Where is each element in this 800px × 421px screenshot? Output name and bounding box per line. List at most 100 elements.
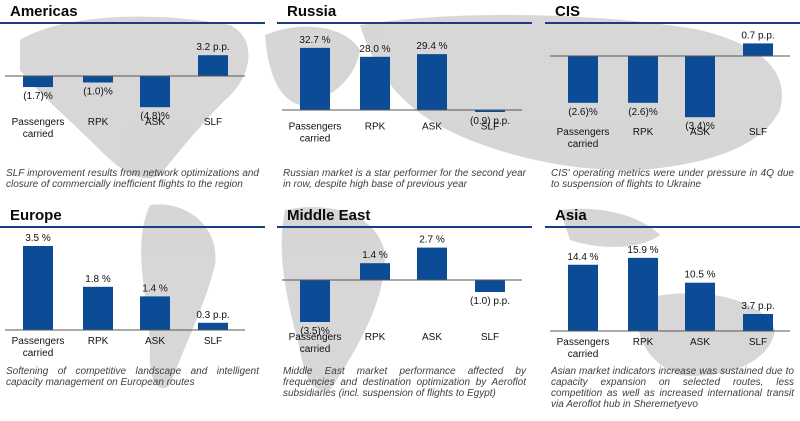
bar [475, 280, 505, 292]
bar [198, 55, 228, 76]
data-label: 2.7 % [419, 235, 445, 246]
data-label: 3.2 p.p. [196, 42, 229, 53]
data-label: 14.4 % [567, 252, 598, 263]
panel-title: Americas [10, 3, 78, 20]
category-label: SLF [749, 337, 767, 348]
bar [300, 280, 330, 322]
bar [568, 56, 598, 103]
panel-asia: Asia 14.4 % Passengers carried 15.9 % RPK 10.… [545, 204, 800, 421]
bar-chart: (1.7)% Passengers carried (1.0)% RPK (4.8)%AS… [5, 42, 245, 140]
category-label: ASK [145, 117, 165, 128]
data-label: (1.0) p.p. [470, 296, 510, 307]
bar [685, 282, 715, 331]
bar [743, 43, 773, 56]
panel-title: Asia [555, 207, 587, 224]
category-label: SLF [204, 117, 222, 128]
bar-chart: (2.6)% Passengers carried (2.6)% RPK (3.4)%AS… [550, 30, 790, 150]
data-label: 0.7 p.p. [741, 30, 774, 41]
panel-caption: Middle East market performance affected … [283, 366, 526, 399]
category-label: RPK [88, 117, 109, 128]
south-america-shape [141, 204, 216, 389]
panel-rule [277, 22, 532, 24]
data-label: 1.8 % [85, 274, 111, 285]
panel-rule [545, 226, 800, 228]
category-label: RPK [365, 332, 386, 343]
category-label: Passengers carried [289, 122, 342, 145]
bar [417, 247, 447, 280]
category-label: ASK [145, 336, 165, 347]
africa-shape [281, 207, 385, 391]
category-label: ASK [690, 127, 710, 138]
panel-caption: CIS' operating metrics were under pressu… [551, 168, 794, 190]
bar [23, 246, 53, 330]
bar [360, 56, 390, 110]
bar-chart: (3.5)%Passengers carried 1.4 % RPK 2.7 % ASK (… [282, 235, 522, 355]
data-label: (2.6)% [628, 107, 658, 118]
data-label: 32.7 % [299, 35, 330, 46]
bar [685, 56, 715, 118]
data-label: (3.4)% [685, 121, 715, 132]
panel-cis: CIS (2.6)% Passengers carried (2.6)% RPK (3.4… [545, 0, 800, 204]
panel-rule [545, 22, 800, 24]
category-label: SLF [481, 122, 499, 133]
panel-title: CIS [555, 3, 581, 20]
category-label: RPK [88, 336, 109, 347]
panel-title: Russia [287, 3, 337, 20]
panel-middle-east: Middle East (3.5)% Passengers carried 1.4 %… [277, 204, 532, 421]
bar-chart: 32.7 % Passengers carried 28.0 % RPK 29.4 % AS… [282, 35, 522, 145]
data-label: (3.5)% [300, 326, 330, 337]
data-label: 1.4 % [142, 283, 168, 294]
category-label: Passengers carried [557, 127, 610, 150]
panel-rule [0, 22, 265, 24]
bar [417, 54, 447, 110]
panel-rule [277, 226, 532, 228]
category-label: RPK [633, 127, 654, 138]
data-label: 0.3 p.p. [196, 310, 229, 321]
category-label: Passengers carried [289, 332, 342, 355]
panel-title: Europe [10, 207, 62, 224]
data-label: 3.7 p.p. [741, 301, 774, 312]
category-label: SLF [749, 127, 767, 138]
bar-chart: 3.5 % Passengers carried 1.8 % RPK 1.4 % ASK 0.… [5, 233, 245, 359]
bar [568, 264, 598, 331]
panel-rule [0, 226, 265, 228]
category-label: ASK [690, 337, 710, 348]
panel-europe: Europe 3.5 % Passengers carried 1.8 % RPK 1.4… [0, 204, 265, 421]
data-label: (1.7)% [23, 91, 53, 102]
category-label: SLF [481, 332, 499, 343]
north-america-shape [20, 16, 249, 179]
data-label: 29.4 % [416, 41, 447, 52]
data-label: 15.9 % [627, 245, 658, 256]
bar [300, 47, 330, 110]
category-label: Passengers carried [12, 117, 65, 140]
australia-shape [637, 293, 775, 376]
data-label: 1.4 % [362, 250, 388, 261]
panel-caption: SLF improvement results from network opt… [6, 168, 259, 190]
bar [628, 56, 658, 103]
category-label: Passengers carried [557, 337, 610, 360]
category-label: SLF [204, 336, 222, 347]
bar [198, 322, 228, 330]
bar [743, 313, 773, 331]
panel-russia: Russia 32.7 % Passengers carried 28.0 % RPK 2… [277, 0, 532, 204]
category-label: RPK [365, 122, 386, 133]
bar [83, 76, 113, 83]
data-label: 10.5 % [684, 270, 715, 281]
bar [140, 76, 170, 108]
bar [360, 263, 390, 280]
data-label: 3.5 % [25, 233, 51, 244]
bar [140, 296, 170, 330]
bar [475, 110, 505, 112]
data-label: 28.0 % [359, 44, 390, 55]
bar-chart: 14.4 % Passengers carried 15.9 % RPK 10.5 % AS… [550, 245, 790, 360]
panel-caption: Russian market is a star performer for t… [283, 168, 526, 190]
category-label: ASK [422, 122, 442, 133]
bar [83, 286, 113, 330]
data-label: (2.6)% [568, 107, 598, 118]
bar [628, 257, 658, 331]
panel-caption: Softening of competitive landscape and i… [6, 366, 259, 388]
panel-title: Middle East [287, 207, 371, 224]
data-label: (1.0)% [83, 87, 113, 98]
category-label: RPK [633, 337, 654, 348]
data-label: (0.9) p.p. [470, 116, 510, 127]
